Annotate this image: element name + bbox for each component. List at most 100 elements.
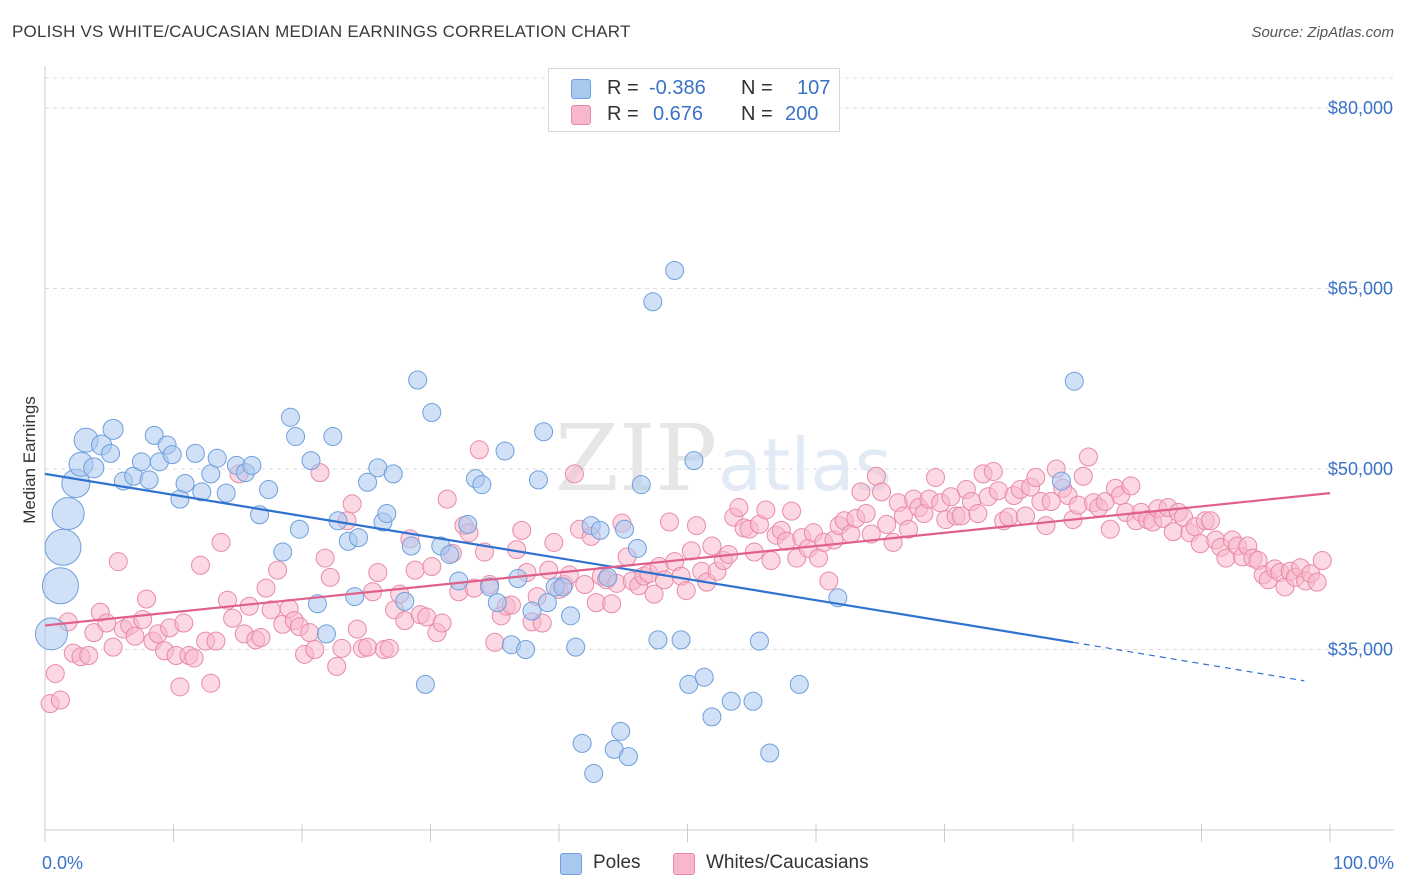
poles-point [702, 707, 722, 727]
n-value: 107 [797, 77, 831, 99]
poles-point [789, 674, 809, 694]
poles-point [561, 606, 581, 626]
whites-point [1200, 511, 1220, 531]
chart-title: POLISH VS WHITE/CAUCASIAN MEDIAN EARNING… [12, 22, 631, 41]
poles-point [572, 733, 592, 753]
whites-point [405, 560, 425, 580]
whites-point [564, 464, 584, 484]
whites-point [305, 640, 325, 660]
poles-point [611, 721, 631, 741]
poles-point [648, 630, 668, 650]
whites-point [756, 500, 776, 520]
poles-point [631, 475, 651, 495]
poles-trend-extension [1072, 641, 1305, 682]
poles-point [749, 631, 769, 651]
whites-point [1015, 506, 1035, 526]
whites-point [686, 516, 706, 536]
whites-point [485, 632, 505, 652]
whites-point [644, 584, 664, 604]
whites-swatch [571, 105, 591, 125]
poles-point [516, 640, 536, 660]
poles-point [422, 402, 442, 422]
poles-point [207, 448, 227, 468]
whites-point [223, 608, 243, 628]
poles-point [395, 591, 415, 611]
poles-point [83, 457, 105, 479]
whites-point [1026, 467, 1046, 487]
poles-point [615, 519, 635, 539]
poles-point [679, 674, 699, 694]
poles-point [242, 455, 262, 475]
r-value: -0.386 [649, 77, 706, 99]
whites-point [184, 648, 204, 668]
poles-point [280, 407, 300, 427]
poles-point [162, 445, 182, 465]
whites-point [50, 690, 70, 710]
whites-point [575, 575, 595, 595]
poles-point [144, 425, 164, 445]
whites-point [1190, 534, 1210, 554]
poles-point [684, 451, 704, 471]
whites-point [251, 627, 271, 647]
whites-point [782, 501, 802, 521]
whites-label: Whites/Caucasians [706, 852, 869, 873]
whites-point [108, 552, 128, 572]
poles-point [377, 504, 397, 524]
whites-point [539, 560, 559, 580]
poles-point [598, 567, 618, 587]
trend-lines [44, 472, 1331, 682]
whites-point [332, 638, 352, 658]
poles-point [566, 637, 586, 657]
whites-point [342, 494, 362, 514]
stats-legend: R = -0.386 N = 107 R = 0.676 N = 200 [548, 68, 840, 132]
poles-point [1064, 371, 1084, 391]
x-tick-label-start: 0.0% [42, 853, 83, 873]
poles-point [408, 370, 428, 390]
whites-point [320, 567, 340, 587]
whites-point [422, 556, 442, 576]
poles-point [440, 544, 460, 564]
poles-point [259, 479, 279, 499]
y-tick-label: $50,000 [1328, 459, 1393, 479]
whites-point [999, 507, 1019, 527]
poles-point [694, 667, 714, 687]
poles-point [508, 569, 528, 589]
whites-point [676, 581, 696, 601]
r-label: R = [607, 103, 639, 125]
whites-point [45, 664, 65, 684]
poles-point [472, 475, 492, 495]
whites-point [941, 487, 961, 507]
poles-point [671, 630, 691, 650]
whites-point [602, 594, 622, 614]
poles-point [480, 577, 500, 597]
poles-point [44, 528, 82, 566]
whites-point [1036, 516, 1056, 536]
poles-point [449, 571, 469, 591]
whites-point [872, 482, 892, 502]
whites-point [79, 646, 99, 666]
whites-point [358, 637, 378, 657]
poles-point [495, 441, 515, 461]
whites-point [327, 656, 347, 676]
poles-point [665, 261, 685, 281]
poles-point [286, 427, 306, 447]
whites-point [84, 623, 104, 643]
poles-point [528, 470, 548, 490]
poles-point [627, 538, 647, 558]
whites-point [968, 504, 988, 524]
poles-point [743, 691, 763, 711]
poles-point [101, 443, 121, 463]
poles-point [1051, 471, 1071, 491]
poles-point [307, 594, 327, 614]
whites-point [883, 532, 903, 552]
poles-point [102, 418, 124, 440]
whites-point [268, 560, 288, 580]
poles-point [643, 292, 663, 312]
y-axis-label: Median Earnings [20, 396, 39, 524]
whites-point [300, 623, 320, 643]
poles-point [192, 482, 212, 502]
whites-point [729, 498, 749, 518]
n-value: 200 [785, 103, 819, 125]
whites-point [133, 609, 153, 629]
